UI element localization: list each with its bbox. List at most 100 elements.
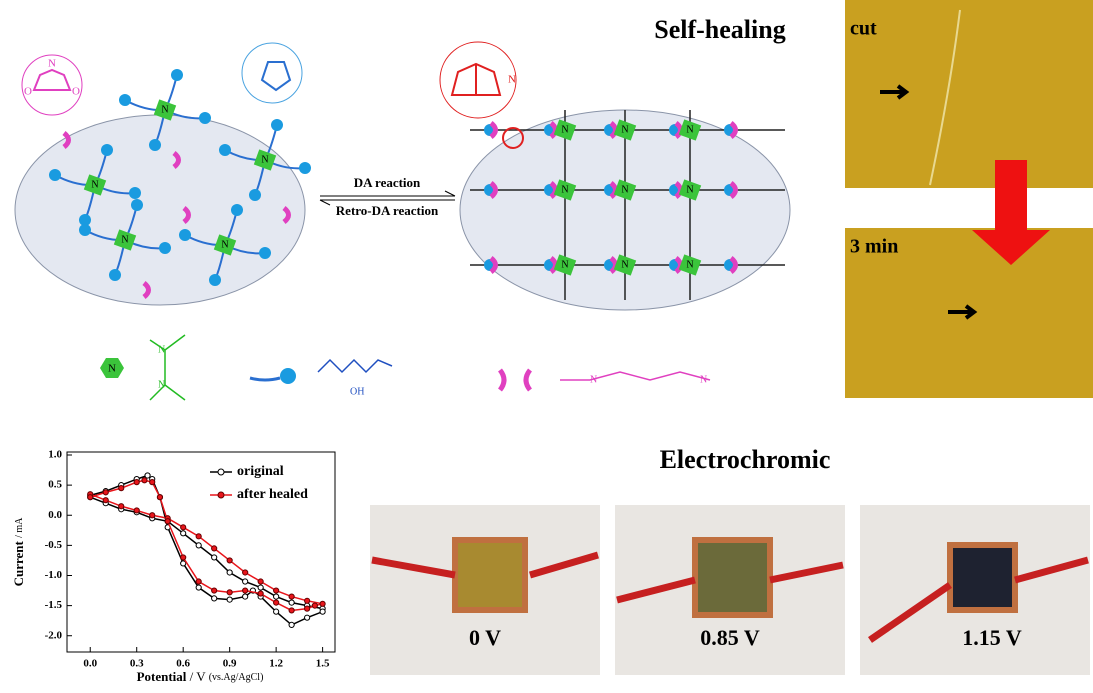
cv-point — [242, 593, 249, 600]
cv-point — [288, 621, 295, 628]
cv-point — [180, 560, 187, 567]
y-tick-label: 0.0 — [48, 509, 62, 521]
node-label: N — [221, 239, 228, 250]
section-title: Self-healing — [654, 15, 785, 44]
atom-label: OH — [350, 386, 364, 397]
furan-bead — [299, 162, 311, 174]
maleimide-unit — [489, 121, 498, 139]
cv-point — [226, 589, 233, 596]
maleimide-unit — [729, 181, 738, 199]
furan-bead — [119, 94, 131, 106]
legend-label: after healed — [237, 487, 308, 502]
adduct-structure — [450, 62, 502, 96]
maleimide-unit — [729, 121, 738, 139]
node — [83, 174, 107, 196]
furan-bead — [219, 144, 231, 156]
atom-label: N — [700, 374, 707, 385]
legend-label: original — [237, 464, 284, 479]
cv-point — [156, 494, 164, 501]
node — [553, 119, 577, 141]
photo-label: 0.85 V — [700, 625, 760, 650]
plot-frame — [66, 451, 336, 653]
node — [613, 254, 637, 276]
cv-point — [195, 578, 202, 585]
bismaleimide-structure — [560, 371, 711, 381]
photo-label: cut — [850, 18, 877, 40]
node-label: N — [686, 124, 693, 135]
y-tick-label: -0.5 — [45, 539, 63, 551]
furan-callout — [241, 42, 303, 104]
legend-marker — [217, 491, 225, 499]
cv-point — [226, 569, 233, 576]
furan-bead — [149, 139, 161, 151]
cv-point — [141, 477, 148, 484]
cv-point — [102, 497, 109, 504]
reaction-label: DA reaction — [354, 175, 421, 190]
cv-point — [133, 507, 140, 514]
maleimide-structure — [32, 68, 72, 91]
y-axis-title: Current — [11, 540, 26, 586]
cv-point — [211, 587, 218, 594]
furan-bead — [271, 119, 283, 131]
node — [113, 229, 137, 251]
cv-point — [242, 587, 249, 594]
device-115v — [947, 542, 1018, 613]
cv-point — [164, 518, 171, 525]
maleimide-unit — [489, 181, 498, 199]
network-left-group: N N N N N — [49, 69, 311, 299]
x-tick-label: 0.0 — [83, 658, 97, 670]
node — [678, 254, 702, 276]
x-tick-label: 1.5 — [316, 658, 330, 670]
cv-point — [211, 554, 218, 561]
pointer-arrow — [880, 84, 910, 100]
node-label: N — [121, 234, 128, 245]
x-tick-label: 1.2 — [269, 658, 283, 670]
furan-bead — [101, 144, 113, 156]
node — [613, 179, 637, 201]
node-label: N — [621, 124, 628, 135]
cv-point — [180, 524, 187, 531]
y-tick-label: -1.0 — [45, 569, 63, 581]
furan-bead — [280, 368, 296, 384]
x-axis-label: Potential / V (vs.Ag/AgCl) — [137, 669, 264, 684]
linker-tail — [249, 376, 281, 382]
cv-point — [273, 599, 280, 606]
furan-bead — [199, 112, 211, 124]
photo-label: 3 min — [850, 236, 898, 258]
node-label: N — [686, 259, 693, 270]
cv-point — [195, 533, 202, 540]
photo-label: 0 V — [469, 625, 501, 650]
furan-linker-structure — [317, 358, 393, 374]
cv-point — [257, 578, 264, 585]
y-tick-label: 0.5 — [48, 479, 62, 491]
cv-point — [273, 587, 280, 594]
node-label: N — [91, 179, 98, 190]
node-label: N — [561, 259, 568, 270]
atom-label: N — [158, 344, 165, 355]
cv-point — [288, 599, 295, 606]
node-label: N — [561, 124, 568, 135]
maleimide-unit — [142, 281, 151, 299]
furan-bead — [129, 187, 141, 199]
maleimide-callout — [21, 54, 83, 116]
cv-point — [87, 494, 94, 501]
node-label: N — [621, 184, 628, 195]
bismaleimide-icon — [497, 368, 533, 392]
furan-bead — [209, 274, 221, 286]
cv-point — [311, 602, 318, 609]
device-0v — [452, 537, 528, 613]
photo-label: 1.15 V — [962, 625, 1022, 650]
maleimide-unit — [172, 151, 181, 169]
x-axis-title: Potential — [137, 669, 187, 684]
legend-marker — [217, 468, 225, 476]
network-right-group: N N N N N N N N N — [470, 110, 785, 300]
node — [678, 119, 702, 141]
x-axis-unit: / V — [190, 669, 207, 684]
atom-label: N — [48, 58, 56, 70]
cv-point — [319, 600, 326, 607]
node-label: N — [621, 259, 628, 270]
electrode-clips — [371, 551, 1089, 643]
y-axis-unit: / mA — [14, 517, 25, 538]
cv-point — [149, 512, 156, 519]
